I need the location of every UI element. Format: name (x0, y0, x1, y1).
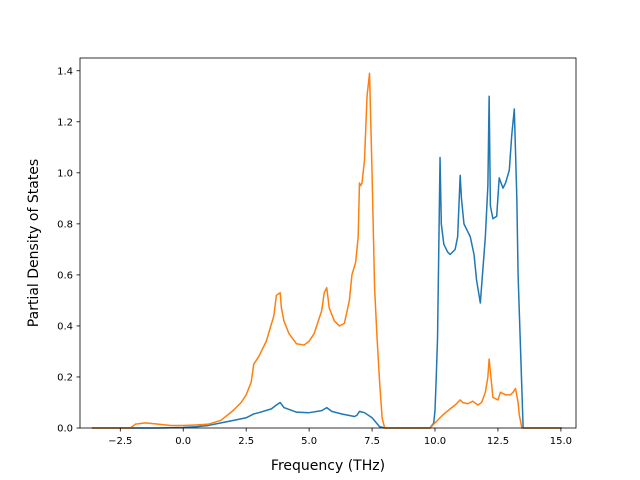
y-axis-label: Partial Density of States (26, 159, 42, 327)
y-tick-label: 1.0 (57, 168, 73, 179)
y-tick-label: 0.0 (57, 424, 73, 435)
y-tick-label: 0.8 (57, 219, 73, 230)
x-tick-label: 5.0 (301, 436, 317, 447)
x-tick-label: 7.5 (364, 436, 380, 447)
x-tick-label: 10.0 (424, 436, 446, 447)
plot-frame (79, 57, 577, 429)
series-line-2 (91, 72, 562, 429)
x-tick-label: 2.5 (238, 436, 254, 447)
y-tick-label: 0.2 (57, 372, 73, 383)
y-tick-label: 0.4 (57, 321, 73, 332)
x-tick-label: −2.5 (108, 436, 132, 447)
series-layer (91, 72, 562, 429)
y-tick-label: 1.2 (57, 117, 73, 128)
x-tick-label: 12.5 (487, 436, 509, 447)
plot-area (80, 58, 576, 428)
x-tick-label: 15.0 (550, 436, 572, 447)
series-line-1 (91, 95, 562, 429)
x-axis-label: Frequency (THz) (271, 458, 385, 474)
y-tick-label: 1.4 (57, 66, 73, 77)
x-tick-label: 0.0 (175, 436, 191, 447)
y-axis-ticks: 0.0 0.2 0.4 0.6 0.8 1.0 1.2 1.4 (57, 66, 80, 435)
y-tick-label: 0.6 (57, 270, 73, 281)
x-axis-ticks: −2.5 0.0 2.5 5.0 7.5 10.0 12.5 15.0 (108, 428, 572, 447)
